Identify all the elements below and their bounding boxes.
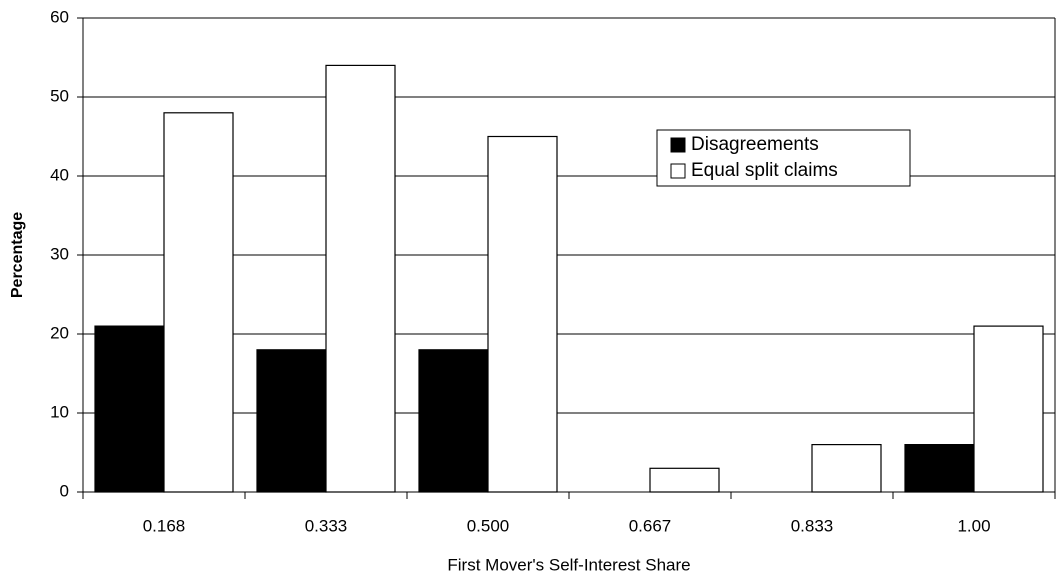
bar <box>256 349 327 493</box>
legend-label: Disagreements <box>691 134 819 155</box>
legend-swatch <box>670 163 686 179</box>
y-axis-label: Percentage <box>9 212 26 298</box>
x-tick-label: 0.168 <box>143 516 186 535</box>
x-axis-label: First Mover's Self-Interest Share <box>447 555 690 574</box>
x-tick-label: 0.333 <box>305 516 348 535</box>
bar <box>94 325 165 493</box>
bar <box>973 325 1044 493</box>
y-tick-label: 50 <box>50 86 69 105</box>
y-tick-label: 40 <box>50 165 69 184</box>
x-tick-label: 0.833 <box>791 516 834 535</box>
bar <box>163 112 234 493</box>
y-tick-label: 60 <box>50 7 69 26</box>
y-tick-label: 20 <box>50 323 69 342</box>
legend-swatch <box>670 137 686 153</box>
legend-box <box>656 129 911 187</box>
y-tick-label: 0 <box>60 481 69 500</box>
bar <box>649 467 720 493</box>
bar <box>325 64 396 493</box>
bar <box>487 135 558 493</box>
bar <box>418 349 489 493</box>
y-tick-label: 10 <box>50 402 69 421</box>
y-tick-label: 30 <box>50 244 69 263</box>
x-tick-label: 1.00 <box>957 516 990 535</box>
bar <box>811 444 882 493</box>
x-tick-label: 0.667 <box>629 516 672 535</box>
x-tick-label: 0.500 <box>467 516 510 535</box>
legend-label: Equal split claims <box>691 160 838 181</box>
bar <box>904 444 975 493</box>
